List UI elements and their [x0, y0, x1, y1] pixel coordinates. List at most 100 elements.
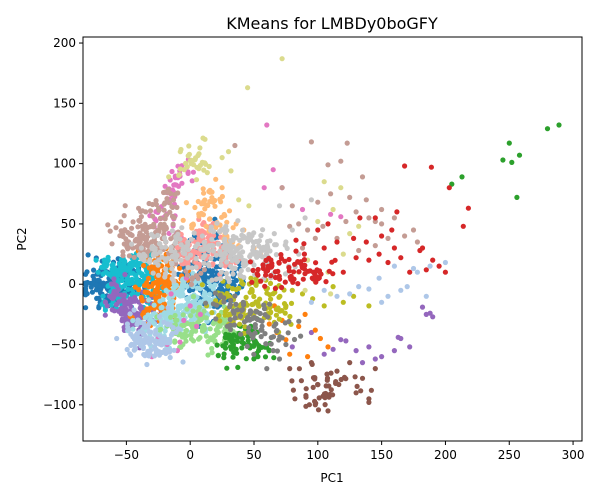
data-point	[308, 139, 314, 145]
x-tick-label: 300	[562, 448, 585, 462]
data-point	[315, 199, 321, 205]
data-point	[179, 225, 185, 231]
data-point	[320, 223, 326, 229]
data-point	[240, 281, 246, 287]
data-point	[347, 194, 353, 200]
data-point	[347, 360, 353, 366]
data-point	[142, 289, 148, 295]
data-point	[213, 224, 219, 231]
data-point	[209, 236, 215, 242]
data-point	[196, 151, 202, 157]
data-point	[407, 344, 413, 350]
data-point	[103, 258, 109, 264]
data-point	[275, 268, 281, 274]
data-point	[256, 243, 262, 249]
data-point	[146, 353, 152, 359]
data-point	[201, 322, 207, 329]
data-point	[127, 351, 133, 357]
data-point	[353, 209, 359, 215]
data-point	[260, 227, 266, 233]
data-point	[197, 335, 203, 341]
data-point	[90, 273, 96, 279]
data-point	[246, 203, 252, 209]
data-point	[189, 178, 195, 184]
data-point	[427, 263, 433, 269]
data-point	[188, 281, 195, 287]
data-point	[358, 388, 364, 394]
data-point	[500, 157, 506, 163]
data-point	[162, 183, 168, 189]
data-point	[389, 227, 395, 233]
data-point	[296, 323, 302, 329]
data-point	[264, 366, 270, 372]
data-point	[343, 338, 349, 344]
data-point	[142, 353, 148, 359]
data-point	[170, 204, 176, 210]
y-tick-label: 0	[68, 277, 76, 291]
data-point	[299, 291, 306, 297]
data-point	[100, 280, 106, 286]
data-point	[272, 285, 278, 292]
data-point	[214, 342, 220, 348]
data-point	[414, 239, 420, 245]
data-point	[163, 244, 169, 250]
data-point	[324, 371, 330, 377]
data-point	[310, 384, 316, 390]
data-point	[330, 284, 336, 290]
data-point	[262, 283, 268, 289]
data-point	[394, 209, 400, 215]
data-point	[325, 221, 331, 227]
data-point	[252, 322, 258, 328]
data-point	[303, 394, 309, 400]
data-point	[423, 267, 429, 273]
data-point	[184, 255, 191, 261]
data-point	[156, 241, 163, 247]
data-point	[109, 241, 115, 247]
data-point	[178, 242, 184, 248]
data-point	[353, 390, 359, 396]
data-point	[224, 365, 230, 371]
data-point	[404, 284, 410, 290]
data-point	[203, 333, 209, 339]
data-point	[150, 213, 156, 219]
data-point	[222, 213, 228, 219]
data-point	[246, 231, 252, 237]
data-point	[149, 283, 155, 289]
y-axis-label: PC2	[15, 227, 29, 250]
data-point	[120, 249, 126, 255]
data-point	[215, 353, 221, 359]
data-point	[329, 259, 335, 265]
data-point	[122, 271, 128, 278]
data-point	[117, 233, 123, 239]
data-point	[168, 291, 174, 297]
data-point	[130, 326, 136, 332]
data-point	[340, 251, 346, 257]
data-point	[308, 299, 314, 305]
data-point	[169, 330, 175, 337]
data-point	[214, 276, 220, 282]
data-point	[343, 218, 349, 225]
data-point	[368, 387, 374, 393]
data-point	[465, 205, 471, 211]
data-point	[240, 300, 246, 306]
data-point	[135, 267, 141, 273]
data-point	[240, 227, 246, 233]
y-tick-label: 50	[61, 217, 76, 231]
data-point	[251, 293, 257, 300]
data-point	[126, 253, 132, 259]
data-point	[199, 233, 205, 239]
data-point	[181, 322, 187, 328]
data-point	[147, 305, 153, 311]
data-point	[372, 356, 378, 362]
data-point	[230, 233, 236, 240]
data-point	[333, 380, 339, 386]
data-point	[267, 280, 274, 286]
data-point	[334, 235, 340, 241]
data-point	[268, 341, 274, 347]
data-point	[165, 255, 171, 261]
data-point	[124, 321, 130, 327]
data-point	[210, 301, 216, 307]
data-point	[142, 223, 148, 230]
data-point	[171, 270, 177, 276]
data-point	[245, 85, 251, 91]
